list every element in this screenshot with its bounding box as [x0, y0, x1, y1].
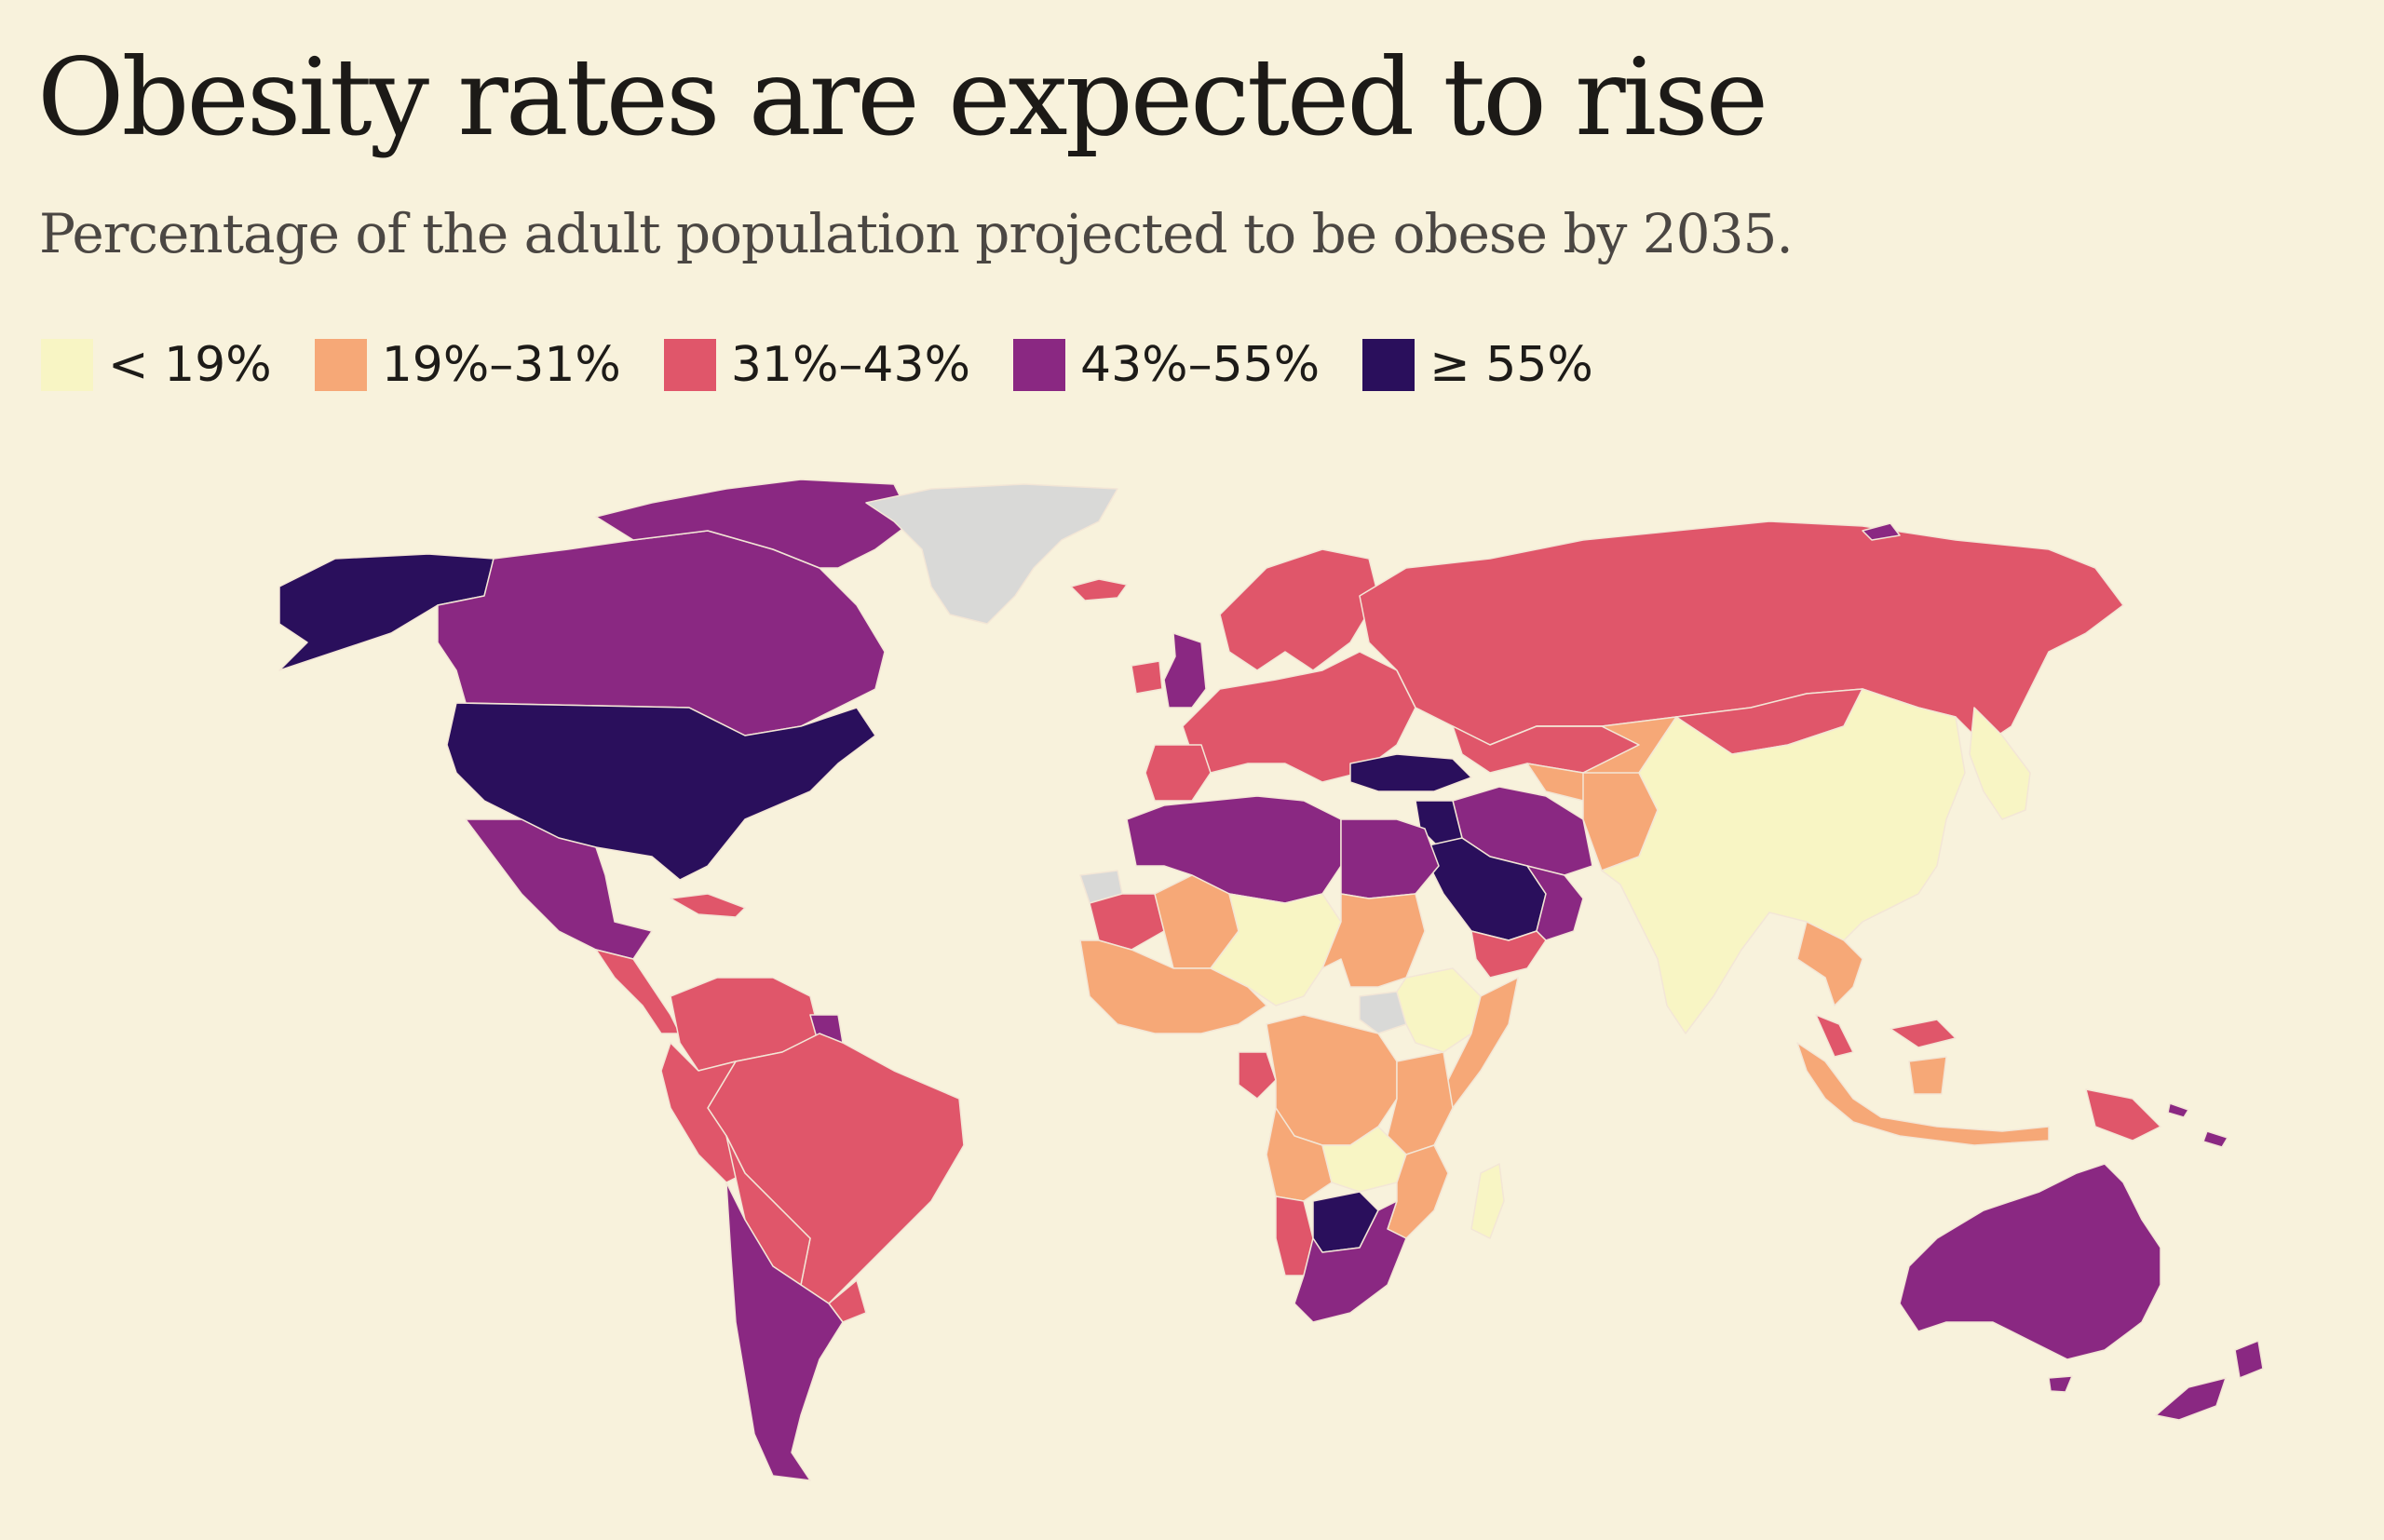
region-greenland	[865, 483, 1118, 625]
world-map	[0, 438, 2384, 1540]
region-indonesia	[1796, 1042, 2050, 1146]
region-caribbean	[670, 893, 746, 918]
legend-swatch-43-55	[1013, 339, 1065, 391]
region-kazakhstan-south	[1526, 716, 1677, 802]
legend-label-gte55: ≥ 55%	[1429, 337, 1593, 393]
legend-item-31-43: 31%–43%	[663, 337, 970, 393]
region-canada-islands	[595, 479, 914, 569]
legend-item-19-31: 19%–31%	[314, 337, 621, 393]
legend-swatch-gte55	[1362, 339, 1416, 391]
region-egypt	[1340, 818, 1440, 899]
world-map-svg	[278, 479, 2264, 1481]
region-australia	[1899, 1163, 2161, 1393]
legend-item-lt19: < 19%	[41, 337, 272, 393]
region-east-africa	[1387, 1051, 1454, 1155]
legend-label-19-31: 19%–31%	[381, 337, 621, 393]
region-united-kingdom	[1163, 632, 1207, 709]
region-gabon-eq-guinea	[1238, 1051, 1277, 1100]
region-central-america	[595, 949, 681, 1034]
region-sudan	[1321, 893, 1426, 988]
region-south-africa	[1294, 1200, 1407, 1323]
legend-label-lt19: < 19%	[108, 337, 272, 393]
legend-item-gte55: ≥ 55%	[1362, 337, 1593, 393]
region-gulf-oman	[1526, 865, 1584, 941]
region-yemen	[1470, 930, 1547, 979]
region-argentina-chile	[725, 1182, 844, 1481]
region-scandinavia	[1219, 548, 1379, 671]
legend-swatch-lt19	[41, 339, 93, 391]
region-europe	[1182, 651, 1416, 783]
region-pacific-islands	[1862, 522, 2228, 1148]
page-subtitle: Percentage of the adult population proje…	[39, 202, 1794, 265]
region-new-zealand	[2155, 1340, 2264, 1421]
region-south-sudan	[1359, 991, 1407, 1034]
region-southeast-asia	[1796, 921, 1863, 1006]
region-alaska	[278, 553, 494, 671]
region-somalia	[1443, 977, 1519, 1109]
region-korea-japan	[1969, 707, 2031, 820]
region-angola	[1266, 1107, 1333, 1202]
region-ireland	[1131, 660, 1163, 695]
region-nigeria-chad	[1210, 893, 1342, 1006]
region-iceland	[1070, 578, 1128, 601]
region-mexico	[465, 818, 653, 960]
legend: < 19% 19%–31% 31%–43% 43%–55% ≥ 55%	[41, 337, 1636, 393]
region-north-africa	[1126, 795, 1342, 904]
legend-swatch-19-31	[314, 339, 367, 391]
legend-label-31-43: 31%–43%	[730, 337, 970, 393]
page-title: Obesity rates are expected to rise	[37, 35, 1768, 159]
region-madagascar	[1470, 1163, 1505, 1239]
region-papua-new-guinea	[2085, 1088, 2161, 1141]
region-turkey	[1349, 753, 1472, 792]
legend-swatch-31-43	[663, 339, 716, 391]
region-west-africa-coast	[1079, 939, 1267, 1034]
legend-item-43-55: 43%–55%	[1013, 337, 1320, 393]
region-malaysia	[1815, 1014, 1957, 1058]
legend-label-43-55: 43%–55%	[1080, 337, 1321, 393]
region-iberia	[1145, 744, 1212, 802]
